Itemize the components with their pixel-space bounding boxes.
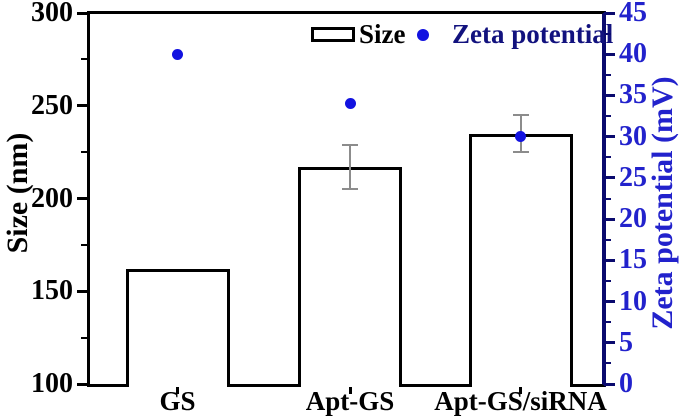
y-left-major-tick: [77, 11, 88, 15]
y-right-major-tick: [604, 176, 615, 180]
error-bar-cap-bottom: [342, 188, 358, 191]
y-right-minor-tick: [604, 73, 611, 76]
error-bar-line: [349, 144, 351, 190]
error-bar-cap-top: [512, 114, 529, 117]
y-right-major-tick: [604, 300, 615, 304]
y-right-minor-tick: [604, 238, 611, 241]
y-right-major-tick: [604, 382, 615, 386]
y-right-tick-label: 20: [619, 203, 647, 235]
y-left-tick-label: 300: [31, 0, 73, 28]
y-right-major-tick: [604, 93, 615, 97]
x-category-tick: [176, 387, 179, 394]
y-left-major-tick: [77, 197, 88, 200]
y-right-major-tick: [604, 11, 615, 15]
size-bar: [125, 268, 230, 387]
y-right-major-tick: [604, 258, 615, 262]
y-left-tick-label: 150: [31, 275, 73, 307]
y-left-minor-tick: [81, 151, 88, 154]
x-category-tick: [348, 387, 352, 394]
y-left-major-tick: [77, 382, 88, 386]
y-right-tick-label: 40: [619, 38, 647, 70]
y-right-minor-tick: [604, 156, 611, 159]
y-right-tick-label: 0: [619, 368, 633, 399]
y-right-tick-label: 30: [619, 120, 647, 152]
y-left-minor-tick: [81, 58, 88, 61]
y-right-tick-label: 10: [619, 285, 647, 317]
zeta-potential-dot: [515, 131, 526, 143]
y-right-major-tick: [604, 217, 615, 221]
legend-size-swatch: [311, 27, 355, 42]
y-left-major-tick: [77, 289, 88, 293]
y-left-tick-label: 100: [31, 368, 73, 399]
x-category-label: Apt-GS/siRNA: [434, 386, 607, 416]
x-category-label: Apt-GS: [305, 386, 395, 416]
size-bar: [298, 166, 402, 387]
y-left-minor-tick: [81, 243, 88, 246]
legend-zeta-dot-icon: [417, 29, 429, 41]
y-right-minor-tick: [604, 197, 611, 200]
legend-zeta-label: Zeta potential: [452, 19, 614, 49]
y-right-tick-label: 5: [619, 326, 633, 358]
y-left-tick-label: 250: [31, 89, 73, 121]
y-right-tick-label: 35: [619, 79, 647, 111]
y-right-tick-label: 15: [619, 244, 647, 276]
zeta-potential-dot: [344, 98, 356, 110]
y-right-tick-label: 25: [619, 161, 647, 193]
error-bar-cap-bottom: [512, 151, 529, 154]
y-left-minor-tick: [81, 336, 88, 339]
y-right-minor-tick: [604, 279, 611, 282]
legend-size-label: Size: [359, 19, 406, 49]
size-bar: [468, 133, 573, 387]
y-right-minor-tick: [604, 321, 611, 324]
y-left-major-tick: [77, 104, 88, 108]
x-category-label: GS: [159, 386, 196, 416]
y-right-major-tick: [604, 341, 615, 345]
y-right-minor-tick: [604, 362, 611, 365]
y-right-major-tick: [604, 135, 615, 139]
y-right-minor-tick: [604, 115, 611, 118]
y-left-tick-label: 200: [31, 182, 73, 214]
x-category-tick: [519, 387, 522, 394]
y-right-minor-tick: [604, 32, 611, 35]
y-right-tick-label: 45: [619, 0, 647, 28]
error-bar-cap-top: [342, 143, 358, 146]
y-right-major-tick: [604, 52, 615, 56]
zeta-potential-dot: [172, 48, 183, 60]
